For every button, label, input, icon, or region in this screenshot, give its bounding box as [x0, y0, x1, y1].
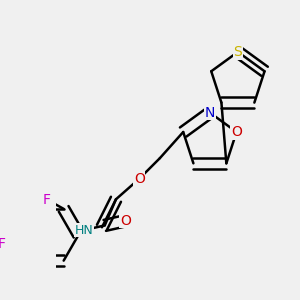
- Text: F: F: [43, 193, 51, 206]
- Text: O: O: [120, 214, 131, 228]
- Text: O: O: [134, 172, 145, 186]
- Text: F: F: [0, 237, 6, 251]
- Text: S: S: [233, 45, 242, 59]
- Text: N: N: [205, 106, 215, 120]
- Text: O: O: [231, 125, 242, 139]
- Text: HN: HN: [75, 224, 94, 237]
